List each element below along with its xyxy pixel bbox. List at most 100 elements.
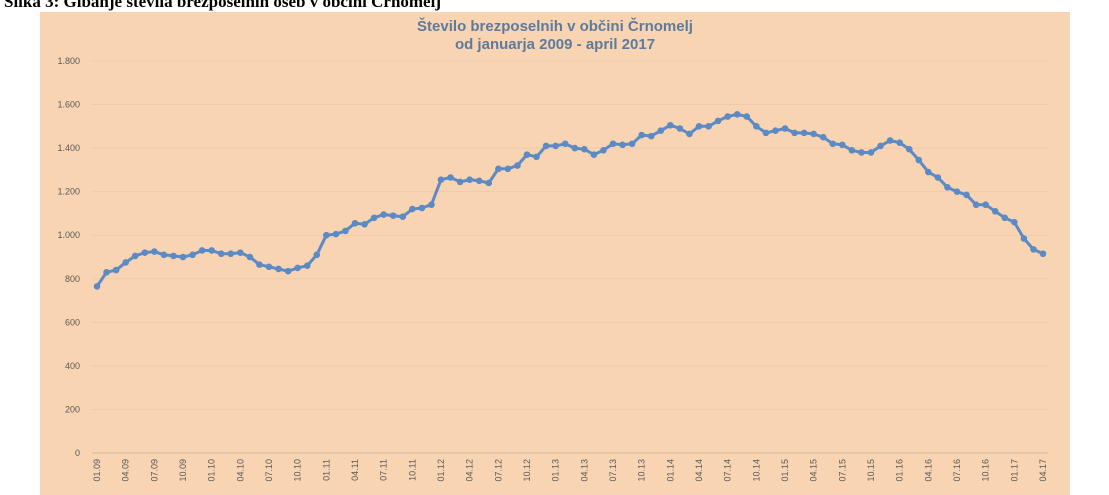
- point: [323, 231, 330, 239]
- point: [753, 123, 760, 130]
- point: [141, 249, 149, 256]
- point: [389, 212, 397, 219]
- point: [1011, 218, 1018, 226]
- point: [275, 265, 282, 273]
- point: [733, 111, 741, 118]
- point: [944, 184, 951, 191]
- x-tick-label: 04.17: [1038, 459, 1048, 482]
- chart-title: Število brezposelnih v občini Črnomelj: [417, 17, 693, 35]
- x-tick-label: 07.09: [149, 459, 159, 482]
- x-tick-label: 01.16: [895, 459, 905, 482]
- point: [619, 141, 626, 149]
- x-tick-label: 01.14: [665, 459, 675, 482]
- point: [351, 219, 359, 227]
- x-tick-label: 10.16: [981, 459, 991, 482]
- point: [428, 201, 435, 209]
- x-tick-label: 01.13: [551, 459, 561, 482]
- point: [523, 151, 531, 158]
- x-tick-label: 01.17: [1009, 459, 1019, 482]
- point: [217, 250, 225, 258]
- x-tick-label: 04.14: [694, 459, 704, 482]
- point: [905, 145, 913, 153]
- point: [208, 247, 215, 254]
- x-tick-label: 10.13: [637, 459, 647, 482]
- y-tick-label: 200: [65, 404, 80, 414]
- point: [991, 207, 999, 215]
- point: [237, 249, 244, 256]
- point: [982, 201, 989, 209]
- point: [877, 142, 884, 150]
- caption: Slika 3: Gibanje števila brezposelnih os…: [4, 0, 441, 11]
- point: [858, 149, 865, 156]
- point: [1030, 246, 1037, 253]
- point: [303, 262, 311, 270]
- point: [925, 168, 932, 176]
- point: [590, 151, 598, 158]
- point: [743, 113, 751, 120]
- point: [896, 139, 903, 146]
- point: [284, 267, 292, 275]
- x-tick-label: 04.09: [121, 459, 131, 482]
- point: [256, 261, 263, 268]
- x-tick-label: 07.15: [837, 459, 847, 482]
- point: [724, 113, 731, 120]
- x-tick-label: 04.11: [350, 459, 360, 481]
- point: [447, 174, 454, 181]
- point: [829, 140, 837, 148]
- point: [609, 140, 617, 148]
- y-tick-label: 1.800: [57, 56, 80, 66]
- x-tick-label: 07.13: [608, 459, 618, 482]
- x-tick-label: 10.10: [293, 459, 303, 482]
- point: [561, 140, 569, 148]
- y-tick-label: 1.600: [57, 100, 80, 110]
- point: [676, 125, 684, 132]
- point: [475, 177, 483, 185]
- point: [160, 251, 168, 259]
- x-tick-label: 10.12: [522, 459, 532, 482]
- line: [95, 112, 1044, 288]
- x-tick-label: 07.14: [723, 459, 733, 482]
- x-tick-label: 04.13: [579, 459, 589, 482]
- point: [1020, 235, 1028, 242]
- y-tick-label: 0: [75, 448, 80, 458]
- point: [972, 201, 980, 209]
- point: [963, 191, 970, 199]
- point: [504, 165, 512, 173]
- point: [246, 253, 254, 261]
- point: [638, 131, 645, 139]
- point: [647, 132, 655, 140]
- x-tick-label: 01.09: [92, 459, 102, 482]
- point: [361, 221, 368, 228]
- point: [819, 133, 827, 141]
- x-tick-label: 10.14: [751, 459, 761, 482]
- point: [370, 214, 378, 222]
- x-tick-label: 01.10: [207, 459, 217, 482]
- point: [934, 174, 942, 181]
- y-tick-label: 1.400: [57, 143, 80, 153]
- point: [409, 205, 416, 213]
- point: [399, 213, 407, 221]
- point: [265, 263, 273, 271]
- x-tick-label: 07.11: [379, 459, 389, 481]
- x-tick-label: 04.10: [235, 459, 245, 482]
- point: [495, 165, 502, 173]
- point: [886, 137, 894, 144]
- point: [456, 178, 464, 186]
- point: [848, 146, 856, 154]
- point: [810, 130, 817, 138]
- x-tick-label: 10.11: [407, 459, 417, 481]
- point: [781, 125, 789, 132]
- point: [93, 283, 101, 290]
- point: [514, 162, 521, 169]
- point: [437, 176, 445, 183]
- point: [953, 188, 961, 195]
- x-tick-label: 01.11: [321, 459, 331, 481]
- point: [571, 144, 579, 152]
- x-tick-label: 04.15: [809, 459, 819, 482]
- point: [179, 253, 187, 261]
- point: [294, 264, 301, 272]
- point: [714, 117, 722, 125]
- point: [342, 227, 349, 235]
- point: [1039, 250, 1047, 258]
- point: [533, 153, 540, 161]
